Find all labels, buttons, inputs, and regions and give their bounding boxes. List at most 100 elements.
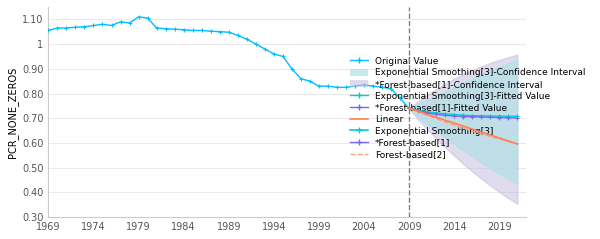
*Forest-based[1]-Fitted Value [469,115,476,118]
*Forest-based[1]-Fitted Value [415,109,422,112]
Original Value [388,87,395,90]
Original Value [180,28,187,31]
*Forest-based[1]-Fitted Value [496,116,503,119]
*Forest-based[1]-Fitted Value [487,116,494,119]
*Forest-based[1]-Fitted Value [514,117,521,120]
Original Value [171,28,178,31]
*Forest-based[1]-Fitted Value [478,116,485,119]
Exponential Smoothing[3]-Fitted Value [478,114,485,117]
Forest-based[2] [460,127,467,130]
Original Value [99,23,106,26]
Forest-based[2] [514,142,521,145]
Forest-based[2] [478,132,485,135]
*Forest-based[1]-Fitted Value [505,116,512,119]
*Forest-based[1]-Fitted Value [451,114,458,117]
Original Value [63,27,70,29]
Exponential Smoothing[3]-Fitted Value [424,110,431,113]
Original Value [117,20,124,23]
Original Value [90,24,97,27]
Original Value [81,25,88,28]
Exponential Smoothing[3]-Fitted Value [460,114,467,116]
Line: Forest-based[2]: Forest-based[2] [409,108,517,144]
*Forest-based[1]-Fitted Value [433,113,440,116]
Exponential Smoothing[3]-Fitted Value [433,111,440,114]
Forest-based[2] [487,135,494,138]
Line: *Forest-based[1]-Fitted Value: *Forest-based[1]-Fitted Value [407,106,520,120]
*Forest-based[1]-Fitted Value [424,111,431,114]
Legend: Original Value, Exponential Smoothing[3]-Confidence Interval, *Forest-based[1]-C: Original Value, Exponential Smoothing[3]… [347,54,588,162]
*Forest-based[1]-Fitted Value [460,115,467,118]
Original Value [397,97,404,100]
Y-axis label: PCR_NONE_ZEROS: PCR_NONE_ZEROS [7,66,18,158]
Line: Exponential Smoothing[3]-Fitted Value: Exponential Smoothing[3]-Fitted Value [407,106,520,119]
Linear [469,128,476,130]
Linear [433,116,440,119]
Linear [514,142,521,145]
Original Value [406,107,413,110]
Linear [478,131,485,134]
Original Value [126,22,133,24]
Original Value [72,26,79,29]
Original Value [316,85,323,87]
Original Value [270,53,277,55]
Forest-based[2] [424,114,431,117]
Original Value [261,48,268,50]
Forest-based[2] [451,124,458,127]
Linear [406,107,413,110]
Original Value [144,17,151,20]
Exponential Smoothing[3]-Fitted Value [514,115,521,118]
*Forest-based[1]-Fitted Value [406,107,413,110]
Linear [424,113,431,116]
Original Value [54,27,61,29]
Forest-based[2] [496,138,503,141]
*Forest-based[1]-Fitted Value [442,114,449,117]
Forest-based[2] [433,117,440,120]
Original Value [45,29,52,32]
Forest-based[2] [442,120,449,123]
Original Value [334,86,341,89]
Linear [460,125,467,128]
Linear [487,134,494,136]
Linear [415,110,422,113]
Original Value [370,85,377,87]
Original Value [135,15,142,18]
Original Value [361,83,368,86]
Original Value [234,34,241,37]
Original Value [216,30,223,33]
Exponential Smoothing[3]-Fitted Value [442,112,449,115]
Original Value [153,27,160,29]
Exponential Smoothing[3]-Fitted Value [496,114,503,117]
Original Value [379,86,386,89]
Original Value [352,85,359,87]
Original Value [162,27,169,30]
Original Value [343,86,350,89]
Original Value [189,29,196,32]
Original Value [288,67,295,70]
Forest-based[2] [469,130,476,133]
Original Value [298,77,305,80]
Original Value [207,30,214,33]
Original Value [252,43,259,45]
Original Value [108,24,115,27]
Exponential Smoothing[3]-Fitted Value [487,114,494,117]
Line: Original Value: Original Value [46,14,412,111]
Exponential Smoothing[3]-Fitted Value [505,115,512,118]
Original Value [307,80,314,83]
Linear [505,140,512,142]
Linear [451,122,458,125]
Original Value [198,29,205,32]
Linear [496,137,503,140]
Original Value [225,31,232,34]
Forest-based[2] [505,140,512,143]
Linear [442,119,449,122]
Original Value [325,85,332,87]
Line: Linear: Linear [409,108,517,144]
Exponential Smoothing[3]-Fitted Value [469,114,476,117]
Forest-based[2] [415,110,422,113]
Original Value [279,55,286,58]
Forest-based[2] [406,107,413,110]
Exponential Smoothing[3]-Fitted Value [451,113,458,116]
Original Value [243,38,250,41]
Exponential Smoothing[3]-Fitted Value [415,109,422,112]
Exponential Smoothing[3]-Fitted Value [406,107,413,110]
